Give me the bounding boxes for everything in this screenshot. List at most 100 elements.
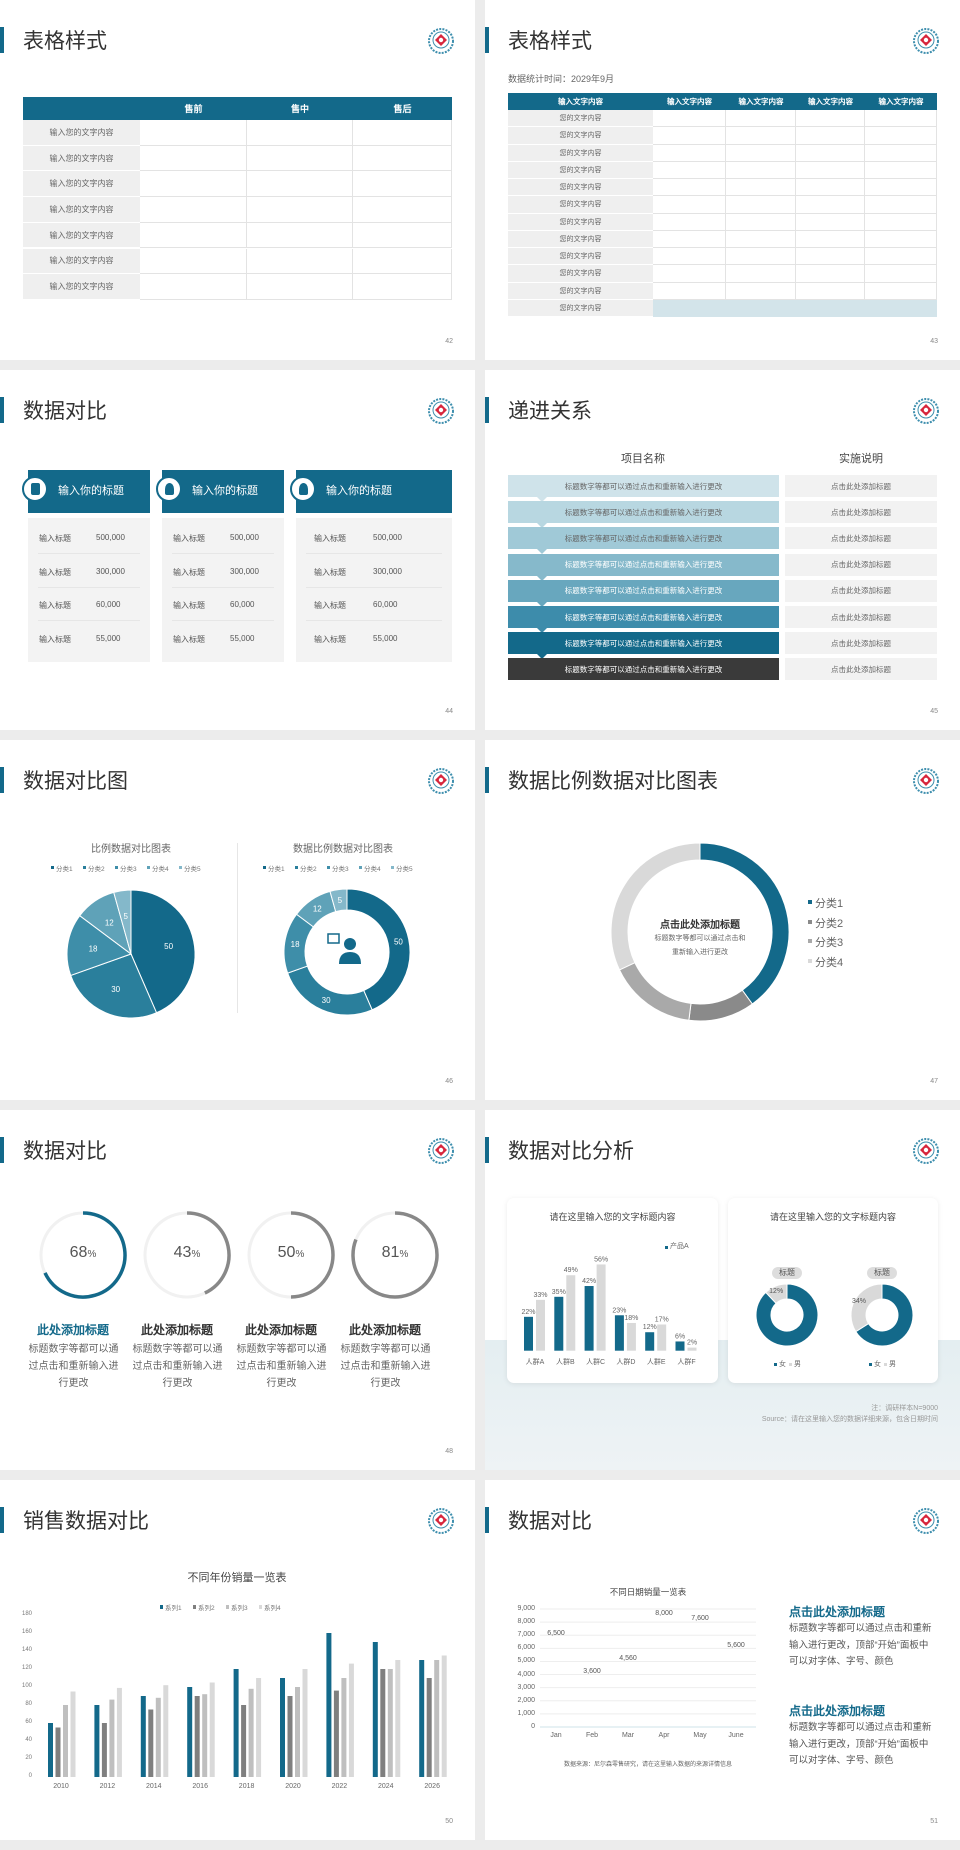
gauge-value: 50%	[251, 1244, 331, 1262]
title-accent-bar	[485, 1507, 489, 1533]
legend-label: 女	[874, 1361, 881, 1368]
x-tick-label: 2012	[99, 1783, 116, 1790]
bar	[94, 1705, 100, 1777]
highlight-row-cell	[653, 299, 937, 317]
title-accent-bar	[485, 27, 489, 53]
row-header-cell: 您的文字内容	[508, 196, 653, 214]
step-note: 点击此处添加标题	[785, 475, 937, 497]
legend-swatch	[665, 1246, 668, 1249]
bar	[241, 1705, 247, 1777]
row-header-cell: 您的文字内容	[508, 248, 653, 266]
table-header-cell: 售中	[290, 104, 309, 114]
bar	[333, 1690, 339, 1777]
logo-ring	[428, 1138, 454, 1164]
bar	[348, 1663, 354, 1777]
table-cell	[726, 265, 796, 283]
logo-ring	[913, 28, 939, 54]
legend-label: 分类5	[396, 866, 413, 873]
legend-label: 分类3	[332, 866, 349, 873]
bar	[691, 1627, 709, 1727]
center-text: 标题数字等都可以通过点击和	[654, 935, 746, 942]
table-cell	[140, 145, 247, 172]
x-tick-label: 2020	[285, 1783, 301, 1790]
bar	[619, 1667, 637, 1727]
center-text: 重新输入进行更改	[672, 949, 728, 956]
block-title: 点击此处添加标题	[789, 1605, 886, 1619]
table-cell	[865, 127, 937, 145]
progression-step: 标题数字等都可以通过点击和重新输入进行更改	[508, 606, 779, 628]
legend-swatch	[115, 866, 118, 869]
bar	[687, 1347, 697, 1351]
legend-swatch	[160, 1605, 163, 1609]
bar	[295, 1687, 300, 1777]
arrow-down-icon	[537, 601, 547, 607]
pie-slice-分类1	[130, 889, 196, 1014]
table-header-bg	[508, 93, 937, 110]
progression-step: 标题数字等都可以通过点击和重新输入进行更改	[508, 501, 779, 524]
step-note: 点击此处添加标题	[785, 606, 937, 628]
page-number: 46	[445, 1078, 453, 1085]
bar	[155, 1697, 161, 1777]
progression-step: 标题数字等都可以通过点击和重新输入进行更改	[508, 579, 779, 602]
legend-swatch	[179, 866, 182, 869]
chart	[850, 1283, 914, 1347]
progression-step: 标题数字等都可以通过点击和重新输入进行更改	[508, 553, 779, 576]
legend-label: 系列4	[264, 1605, 281, 1612]
slice-value-label: 50	[164, 942, 173, 951]
table-header-cell: 输入文字内容	[667, 97, 712, 106]
row-value: 500,000	[230, 533, 259, 542]
table-cell	[653, 213, 726, 231]
row-header-cell: 您的文字内容	[508, 179, 653, 197]
bar-value-label: 18%	[624, 1315, 638, 1322]
title-accent-bar	[0, 397, 4, 423]
row-label: 输入标题	[39, 567, 71, 577]
logo-center	[438, 407, 444, 413]
chart	[540, 1608, 756, 1728]
x-tick-label: 2024	[378, 1783, 394, 1790]
row-header-cell: 您的文字内容	[508, 161, 653, 179]
slide-43: 表格样式 43 数据统计时间：2029年9月 输入文字内容 输入文字内容 输入文字内容 输入…	[485, 0, 960, 360]
pie-slice-分类5	[113, 889, 132, 955]
icon-head	[344, 938, 356, 950]
row-header-cell: 您的文字内容	[508, 127, 653, 145]
slide-44: 数据对比 44 输入你的标题 输入标题 500,000 输入标题 300,000 输入标题 60…	[0, 370, 475, 730]
y-tick-label: 9,000	[517, 1605, 535, 1612]
gauge-description: 标题数字等都可以通过点击和重新输入进行更改	[28, 1344, 119, 1389]
row-value: 300,000	[96, 566, 125, 576]
bar-value-label: 2%	[687, 1340, 697, 1347]
slice-value-label: 12%	[769, 1287, 784, 1295]
progression-step: 标题数字等都可以通过点击和重新输入进行更改	[508, 475, 779, 497]
row-value: 55,000	[96, 633, 121, 643]
bar-value-label: 4,560	[619, 1655, 637, 1663]
y-tick-label: 4,000	[517, 1670, 535, 1678]
slide-title: 数据对比	[23, 400, 107, 423]
table-cell	[726, 213, 796, 231]
table-cell	[247, 120, 353, 146]
step-note: 点击此处添加标题	[785, 658, 937, 681]
gauge-title: 此处添加标题	[36, 1323, 109, 1337]
data-card: 输入你的标题 输入标题 500,000 输入标题 300,000 输入标题 60,000 输入…	[22, 470, 150, 662]
table-cell	[653, 248, 726, 266]
user-icon	[156, 476, 182, 502]
card-title: 请在这里输入您的文字标题内容	[549, 1212, 676, 1222]
table-cell	[865, 248, 937, 266]
page-number: 50	[445, 1818, 453, 1825]
slide-title: 数据对比	[23, 1140, 107, 1163]
card-header	[28, 470, 150, 513]
pie-slice-分类5	[329, 888, 348, 913]
table-cell	[726, 282, 796, 300]
table-cell	[726, 127, 796, 145]
table-cell	[353, 120, 452, 146]
gauge-number: 50	[277, 1244, 296, 1261]
table-cell	[653, 127, 726, 145]
legend-swatch	[51, 866, 54, 869]
table-cell	[726, 179, 796, 197]
bar	[109, 1699, 115, 1777]
title-accent-bar	[0, 767, 4, 793]
column-header: 项目名称	[621, 453, 665, 465]
title-accent-bar	[0, 1507, 4, 1533]
logo-ring	[428, 1508, 454, 1534]
slide-title: 递进关系	[508, 400, 592, 423]
pie-slice-分类4	[610, 842, 701, 971]
slide-48: 数据对比 48 68% 此处添加标题 标题数字等都可以通过点击和重新输入进行更改 43% 此…	[0, 1110, 475, 1470]
